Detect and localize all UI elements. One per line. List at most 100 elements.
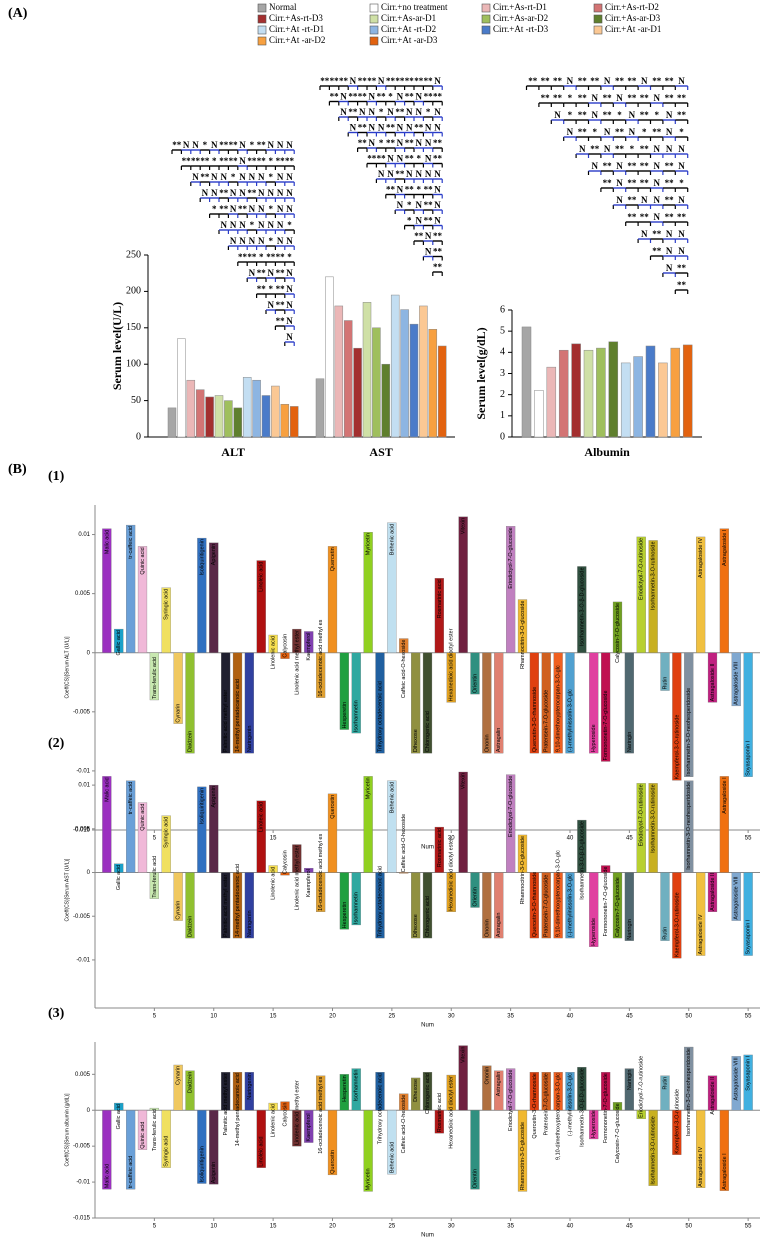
bar-label: Daidzein xyxy=(187,1072,193,1093)
bar xyxy=(173,872,183,921)
significance-label: N xyxy=(277,140,284,150)
bar xyxy=(553,872,563,939)
y-tick-label: 0 xyxy=(500,431,505,442)
significance-label: N xyxy=(249,268,256,278)
bar-label: Isorhamnetin-3-O-rutinoside xyxy=(651,784,657,852)
bar xyxy=(601,865,611,873)
significance-label: N xyxy=(434,185,441,195)
bar xyxy=(696,536,706,653)
bar xyxy=(195,389,205,438)
bar xyxy=(648,1110,658,1186)
x-tick-label: 15 xyxy=(270,1014,277,1020)
significance-label: N xyxy=(425,123,432,133)
significance-label: ** xyxy=(640,212,650,222)
bar xyxy=(434,826,444,873)
legend-swatch xyxy=(481,25,491,35)
significance-label: ** xyxy=(257,140,267,150)
bar-label: Dihexose xyxy=(413,729,419,752)
bar xyxy=(506,1068,516,1111)
bar xyxy=(707,872,718,913)
bar xyxy=(214,395,224,438)
significance-label: N xyxy=(211,140,218,150)
significance-label: ** xyxy=(257,268,267,278)
bar-label: Isorhamnetin-3-O-neohesperidoside xyxy=(686,1048,692,1136)
significance-label: ** xyxy=(330,76,340,86)
y-tick-label: -0.005 xyxy=(73,1144,91,1150)
significance-label: ** xyxy=(414,76,424,86)
significance-label: * xyxy=(416,185,421,195)
bar xyxy=(137,802,148,873)
significance-label: * xyxy=(642,127,647,137)
bar-label: Hesperetin xyxy=(342,902,348,929)
bar-label: Astragaloside II xyxy=(710,663,716,701)
significance-label: ** xyxy=(247,188,257,198)
bar xyxy=(102,528,112,653)
significance-label: N xyxy=(378,123,385,133)
significance-label: ** xyxy=(433,231,443,241)
significance-label: ** xyxy=(665,178,675,188)
bar xyxy=(658,362,668,438)
legend-swatch xyxy=(257,25,267,35)
bar-label: Hesperetin xyxy=(342,702,348,729)
bar xyxy=(315,378,325,438)
significance-label: ** xyxy=(665,212,675,222)
bar xyxy=(731,1056,741,1111)
bar-label: Astragaloside VIII xyxy=(734,876,740,920)
significance-label: ** xyxy=(367,76,377,86)
bar xyxy=(233,407,243,438)
significance-label: * xyxy=(268,284,273,294)
y-tick-label: -0.015 xyxy=(73,1216,91,1222)
bar-label: (-)-methylinissolin-3-O-glc xyxy=(567,689,573,752)
significance-label: N xyxy=(591,93,598,103)
bar-label: Isorhamnetin-3-O-neohesperidoside xyxy=(686,782,692,870)
bar-label: Formononetin-7-O-glucoside xyxy=(603,690,609,760)
y-tick-label: 0 xyxy=(136,431,141,442)
significance-label: ** xyxy=(677,212,687,222)
significance-label: N xyxy=(653,161,660,171)
bar-label: Linolenic acid xyxy=(271,636,277,669)
bar xyxy=(529,872,539,939)
significance-label: N xyxy=(286,268,293,278)
bar-label: 9,10-dimethoxypterocarpan-3-O-glc xyxy=(556,1073,562,1160)
significance-label: N xyxy=(359,107,366,117)
legend-swatch xyxy=(481,14,491,24)
bar-label: Hyperoside xyxy=(591,1110,597,1138)
significance-label: N xyxy=(434,200,441,210)
significance-label: N xyxy=(368,123,375,133)
legend-label: Cirr.+At -rt-D3 xyxy=(493,24,549,34)
bar xyxy=(684,780,694,873)
bar-label: Eriodictyol-7-O-rutinoside xyxy=(639,784,645,846)
bar xyxy=(645,345,656,438)
significance-label: N xyxy=(230,204,237,214)
significance-label: * xyxy=(568,110,573,120)
bar-label: Astragaloside IV xyxy=(698,538,704,578)
bar xyxy=(684,652,694,777)
significance-label: ** xyxy=(367,154,377,164)
bar xyxy=(565,652,575,754)
bar-label: Behenic acid xyxy=(389,782,395,814)
bar xyxy=(339,652,349,730)
significance-label: ** xyxy=(578,127,588,137)
significance-label: N xyxy=(616,178,623,188)
bar xyxy=(252,379,261,438)
bar xyxy=(636,783,646,873)
bar xyxy=(316,1075,326,1111)
legend-swatch xyxy=(257,14,267,24)
significance-label: ** xyxy=(433,154,443,164)
significance-label: N xyxy=(604,127,611,137)
bar-label: Hyperoside xyxy=(591,918,597,946)
bar-label: Pratensein-7-O-glucoside xyxy=(544,1073,550,1135)
significance-label: N xyxy=(641,229,648,239)
bar-label: Palmitic acid methyl ester xyxy=(223,875,229,938)
significance-label: ** xyxy=(627,93,637,103)
bar-label: Orientin xyxy=(472,887,478,906)
significance-label: N xyxy=(397,185,404,195)
significance-label: * xyxy=(407,200,412,210)
legend-label: Cirr.+At -rt-D1 xyxy=(269,24,324,34)
significance-label: N xyxy=(277,220,284,230)
x-tick-label: 20 xyxy=(329,1014,336,1020)
significance-label: * xyxy=(268,172,273,182)
significance-label: ** xyxy=(665,93,675,103)
bar-label: Pratensein-7-O-glucoside xyxy=(544,875,550,937)
significance-label: N xyxy=(591,110,598,120)
